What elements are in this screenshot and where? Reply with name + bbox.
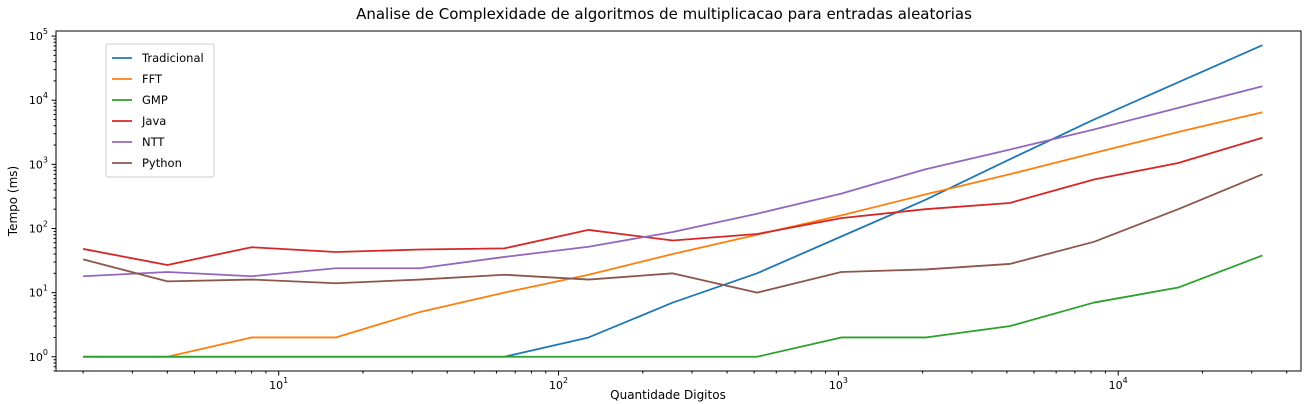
- legend-box: [105, 43, 215, 178]
- y-tick-label: 104: [29, 91, 48, 107]
- legend-label-gmp: GMP: [142, 93, 168, 107]
- x-tick-label: 103: [829, 376, 848, 392]
- y-tick-label: 102: [29, 219, 48, 235]
- x-axis-label: Quantidade Digitos: [610, 388, 726, 402]
- x-tick-label: 104: [1109, 376, 1128, 392]
- chart-title: Analise de Complexidade de algoritmos de…: [356, 5, 972, 23]
- series-line-java: [82, 136, 1263, 266]
- legend-label-ntt: NTT: [142, 135, 165, 149]
- legend-label-python: Python: [142, 156, 182, 170]
- x-tick-label: 101: [269, 376, 288, 392]
- y-axis-label: Tempo (ms): [6, 166, 20, 237]
- y-tick-label: 100: [29, 348, 48, 364]
- minor-ticks: [53, 38, 1288, 374]
- series-line-python: [82, 173, 1263, 294]
- y-tick-label: 103: [29, 155, 48, 171]
- x-tick-label: 102: [549, 376, 568, 392]
- x-axis-ticks: 101 102 103 104: [269, 371, 1128, 392]
- legend-label-fft: FFT: [142, 72, 163, 86]
- y-tick-label: 101: [29, 284, 48, 300]
- legend: Tradicional FFT GMP Java NTT Python: [105, 43, 215, 178]
- legend-label-tradicional: Tradicional: [141, 51, 204, 65]
- series-lines: [82, 44, 1263, 358]
- series-line-ntt: [83, 85, 1263, 278]
- plot-area: [55, 30, 1302, 372]
- series-line-gmp: [83, 254, 1263, 358]
- y-tick-label: 105: [29, 27, 48, 43]
- legend-label-java: Java: [141, 114, 166, 128]
- y-axis-ticks: 100 101 102 103 104 105: [29, 27, 56, 364]
- series-line-fft: [83, 111, 1263, 358]
- series-line-tradicional: [83, 44, 1263, 358]
